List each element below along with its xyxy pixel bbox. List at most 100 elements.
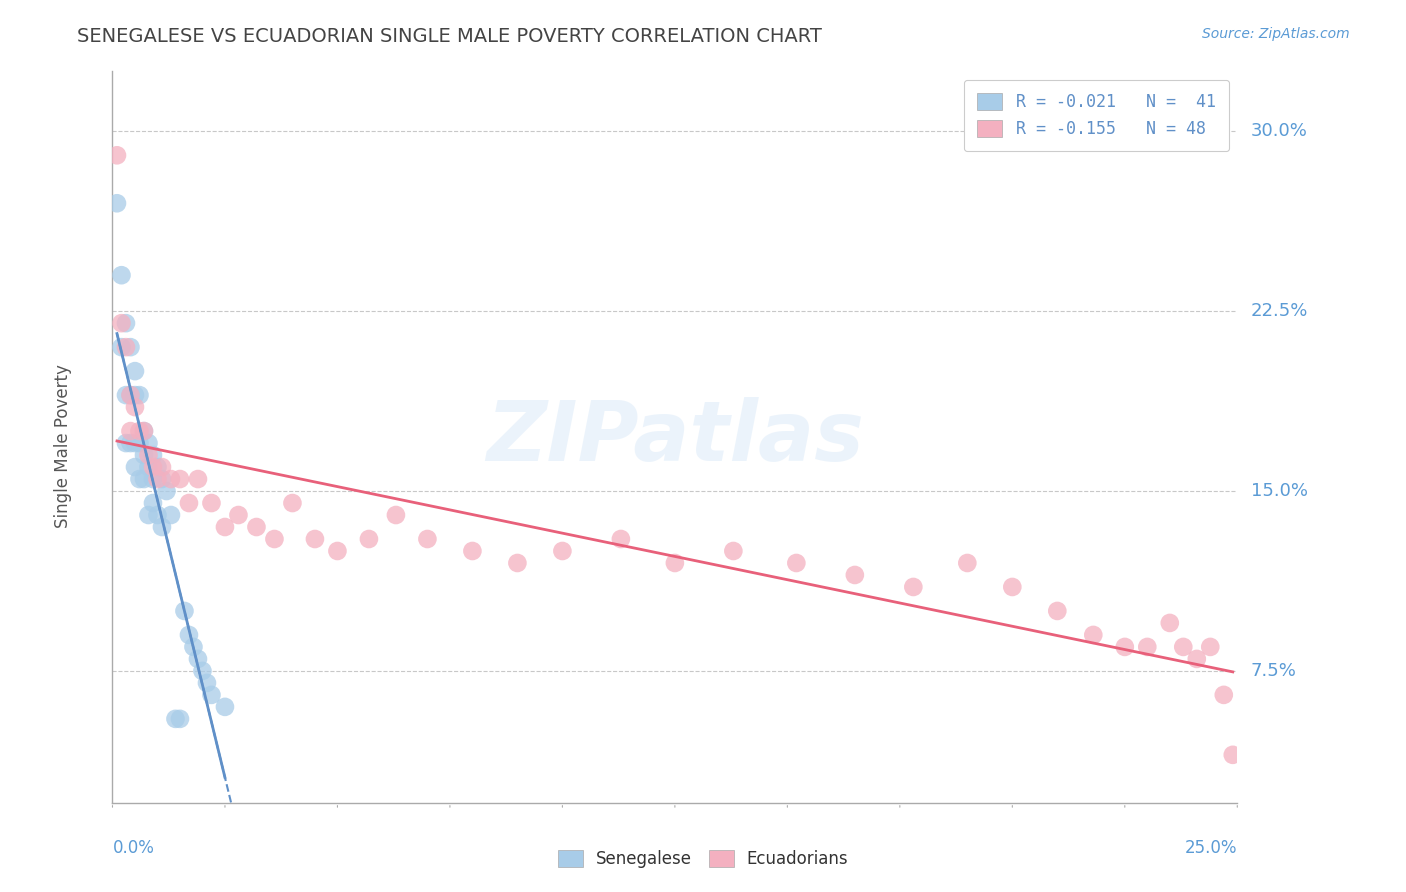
Point <box>124 436 146 450</box>
Point <box>263 532 285 546</box>
Point <box>138 508 160 522</box>
Point <box>128 424 150 438</box>
Point <box>138 448 160 462</box>
Legend: R = -0.021   N =  41, R = -0.155   N = 48: R = -0.021 N = 41, R = -0.155 N = 48 <box>965 79 1229 151</box>
Point <box>191 664 214 678</box>
Text: 22.5%: 22.5% <box>1251 302 1308 320</box>
Point <box>785 556 807 570</box>
Text: 7.5%: 7.5% <box>1251 662 1296 680</box>
Point <box>150 520 173 534</box>
Text: 0.0%: 0.0% <box>112 838 155 857</box>
Point <box>200 496 222 510</box>
Point <box>128 436 150 450</box>
Point <box>124 364 146 378</box>
Point <box>187 472 209 486</box>
Point <box>214 520 236 534</box>
Point <box>120 436 142 450</box>
Point <box>1114 640 1136 654</box>
Point <box>150 460 173 475</box>
Point <box>115 316 138 330</box>
Point <box>1159 615 1181 630</box>
Point <box>165 712 187 726</box>
Legend: Senegalese, Ecuadorians: Senegalese, Ecuadorians <box>551 843 855 875</box>
Point <box>385 508 408 522</box>
Point <box>169 712 191 726</box>
Point <box>115 388 138 402</box>
Point <box>110 340 132 354</box>
Point <box>461 544 484 558</box>
Point <box>142 460 165 475</box>
Text: 30.0%: 30.0% <box>1251 122 1308 140</box>
Point <box>195 676 218 690</box>
Point <box>326 544 349 558</box>
Point <box>160 508 183 522</box>
Point <box>183 640 205 654</box>
Point <box>132 448 155 462</box>
Text: SENEGALESE VS ECUADORIAN SINGLE MALE POVERTY CORRELATION CHART: SENEGALESE VS ECUADORIAN SINGLE MALE POV… <box>77 27 823 45</box>
Point <box>1083 628 1105 642</box>
Point <box>1046 604 1069 618</box>
Point <box>357 532 380 546</box>
Point <box>177 496 200 510</box>
Point <box>120 388 142 402</box>
Point <box>1199 640 1222 654</box>
Point <box>146 472 169 486</box>
Point <box>1001 580 1024 594</box>
Text: 15.0%: 15.0% <box>1251 482 1308 500</box>
Point <box>1136 640 1159 654</box>
Point <box>128 472 150 486</box>
Point <box>1212 688 1234 702</box>
Point <box>844 568 866 582</box>
Point <box>124 400 146 414</box>
Point <box>115 340 138 354</box>
Point <box>150 472 173 486</box>
Point <box>128 388 150 402</box>
Point <box>506 556 529 570</box>
Point <box>105 148 128 162</box>
Point <box>416 532 439 546</box>
Point <box>281 496 304 510</box>
Point <box>664 556 686 570</box>
Point <box>142 496 165 510</box>
Point <box>110 268 132 283</box>
Point <box>105 196 128 211</box>
Point <box>723 544 745 558</box>
Point <box>155 483 177 498</box>
Text: Single Male Poverty: Single Male Poverty <box>55 364 72 528</box>
Point <box>245 520 267 534</box>
Text: 25.0%: 25.0% <box>1185 838 1237 857</box>
Point <box>132 472 155 486</box>
Point <box>146 508 169 522</box>
Point <box>1173 640 1195 654</box>
Point <box>138 436 160 450</box>
Point <box>115 436 138 450</box>
Point <box>169 472 191 486</box>
Point <box>177 628 200 642</box>
Point <box>187 652 209 666</box>
Point <box>228 508 250 522</box>
Point <box>1185 652 1208 666</box>
Text: Source: ZipAtlas.com: Source: ZipAtlas.com <box>1202 27 1350 41</box>
Point <box>120 388 142 402</box>
Point <box>132 424 155 438</box>
Point <box>110 316 132 330</box>
Point <box>610 532 633 546</box>
Point <box>142 472 165 486</box>
Point <box>903 580 925 594</box>
Point <box>124 388 146 402</box>
Point <box>160 472 183 486</box>
Point <box>120 340 142 354</box>
Point <box>142 448 165 462</box>
Point <box>124 460 146 475</box>
Point <box>200 688 222 702</box>
Text: ZIPatlas: ZIPatlas <box>486 397 863 477</box>
Point <box>173 604 195 618</box>
Point <box>551 544 574 558</box>
Point <box>1222 747 1244 762</box>
Point <box>214 699 236 714</box>
Point <box>146 460 169 475</box>
Point <box>138 460 160 475</box>
Point <box>120 424 142 438</box>
Point <box>132 424 155 438</box>
Point <box>304 532 326 546</box>
